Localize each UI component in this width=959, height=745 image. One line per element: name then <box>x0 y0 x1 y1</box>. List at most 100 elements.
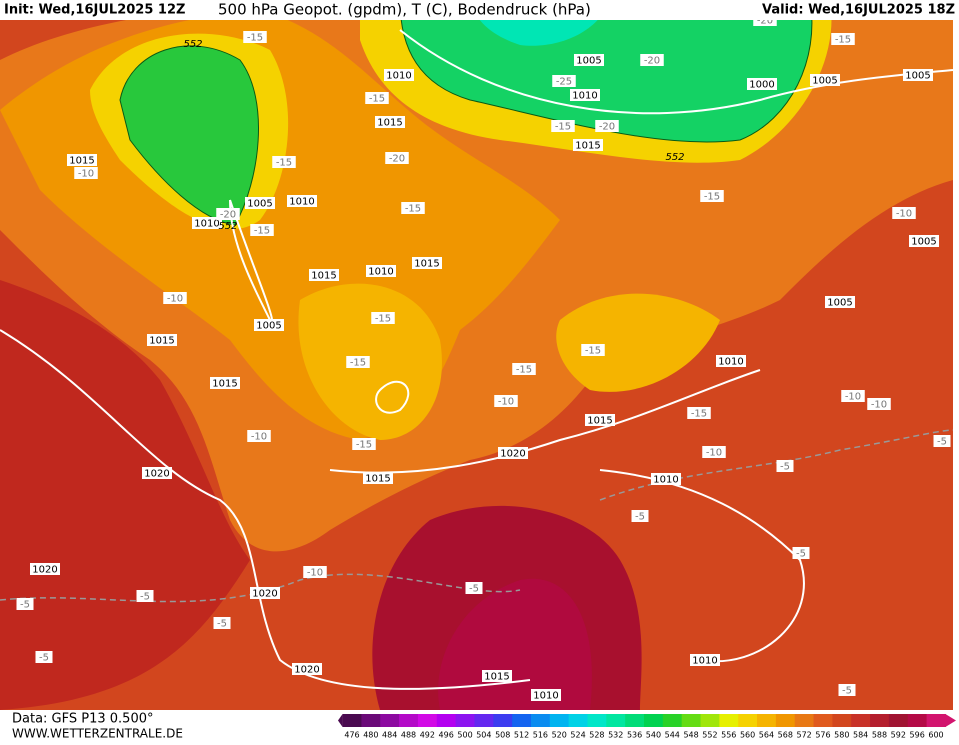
temperature-label: -10 <box>896 209 912 220</box>
temperature-label: -5 <box>39 653 49 664</box>
colorbar-tick-label: 568 <box>778 731 793 740</box>
isobar-label-box <box>498 447 528 459</box>
isobar-label: 1000 <box>749 80 774 91</box>
temperature-label-box <box>631 510 649 522</box>
colorbar-arrow-right <box>945 714 956 727</box>
colorbar-swatch <box>380 714 400 727</box>
isobar-label: 1010 <box>386 71 411 82</box>
isobar-label-box <box>716 355 746 367</box>
temperature-label: -20 <box>389 154 405 165</box>
colorbar-tick-label: 592 <box>891 731 906 740</box>
isobar-label-box <box>570 89 600 101</box>
isobar-label-box <box>309 269 339 281</box>
temperature-label-box <box>792 547 810 559</box>
colorbar-tick-label: 500 <box>457 731 472 740</box>
temperature-label-box <box>401 202 425 214</box>
temperature-label: -10 <box>251 432 267 443</box>
colorbar-tick-label: 480 <box>363 731 378 740</box>
colorbar-swatch <box>851 714 871 727</box>
temperature-label: -25 <box>556 77 572 88</box>
isobar-label-box <box>292 663 322 675</box>
colorbar-swatch <box>342 714 362 727</box>
colorbar-tick-label: 556 <box>721 731 736 740</box>
temperature-label-box <box>838 684 856 696</box>
temperature-label-box <box>831 33 855 45</box>
isobar-label-box <box>482 670 512 682</box>
temperature-label: -10 <box>307 568 323 579</box>
isobar-label: 1015 <box>414 259 439 270</box>
isobar-label: 1005 <box>256 321 281 332</box>
isobar-label: 1010 <box>194 219 219 230</box>
temperature-label-box <box>465 582 483 594</box>
temperature-label: -5 <box>842 686 852 697</box>
colorbar-tick-label: 544 <box>665 731 680 740</box>
isobar-label: 1020 <box>144 469 169 480</box>
isobar-label: 1015 <box>311 271 336 282</box>
colorbar-swatch <box>738 714 758 727</box>
temperature-label: -15 <box>276 158 292 169</box>
isobar-label-box <box>147 334 177 346</box>
temperature-label-box <box>136 590 154 602</box>
temperature-label: -10 <box>498 397 514 408</box>
colorbar-tick-label: 588 <box>872 731 887 740</box>
temperature-label: -20 <box>644 56 660 67</box>
isobar-label: 1015 <box>587 416 612 427</box>
temperature-label-box <box>216 208 240 220</box>
isobar-label: 1015 <box>149 336 174 347</box>
isobar-label-box <box>690 654 720 666</box>
temperature-label: -15 <box>254 226 270 237</box>
colorbar-swatch <box>606 714 626 727</box>
colorbar-tick-label: 504 <box>476 731 491 740</box>
isobar-label: 1020 <box>32 565 57 576</box>
temperature-label: -10 <box>706 448 722 459</box>
isobar-label: 1015 <box>212 379 237 390</box>
isobar-label: 1015 <box>69 156 94 167</box>
temperature-label: -5 <box>796 549 806 560</box>
isobar-label-box <box>531 689 561 701</box>
map-background <box>0 0 954 710</box>
colorbar-tick-label: 516 <box>533 731 548 740</box>
colorbar-swatch <box>493 714 513 727</box>
colorbar-swatch <box>361 714 381 727</box>
isobar-label-box <box>67 154 97 166</box>
isobar-label-box <box>412 257 442 269</box>
isobar-label-box <box>651 473 681 485</box>
temperature-label: -5 <box>140 592 150 603</box>
colorbar-tick-label: 492 <box>420 731 435 740</box>
colorbar-swatch <box>644 714 664 727</box>
temperature-label-box <box>163 292 187 304</box>
isobar-label-box <box>585 414 615 426</box>
colorbar-tick-label: 508 <box>495 731 510 740</box>
temperature-label: -5 <box>217 619 227 630</box>
colorbar-swatch <box>870 714 890 727</box>
temperature-label: -10 <box>167 294 183 305</box>
isobar-label: 1010 <box>289 197 314 208</box>
geopotential-label: 552 <box>218 221 237 232</box>
isobar-label: 1005 <box>247 199 272 210</box>
isobar-label-box <box>573 139 603 151</box>
colorbar-tick-label: 564 <box>759 731 774 740</box>
isobar-label: 1010 <box>368 267 393 278</box>
isobar-label: 1005 <box>905 71 930 82</box>
colorbar-swatch <box>662 714 683 727</box>
temperature-label: -10 <box>78 169 94 180</box>
colorbar-tick-label: 488 <box>401 731 416 740</box>
isobar-label-box <box>825 296 855 308</box>
colorbar-swatch <box>455 714 475 727</box>
temperature-label: -10 <box>871 400 887 411</box>
temperature-label: -5 <box>937 437 947 448</box>
temperature-label: -15 <box>375 314 391 325</box>
colorbar-tick-label: 512 <box>514 731 529 740</box>
colorbar-swatch <box>926 714 946 727</box>
isobar-label-box <box>384 69 414 81</box>
temperature-label-box <box>303 566 327 578</box>
colorbar-tick-label: 548 <box>683 731 698 740</box>
website: WWW.WETTERZENTRALE.DE <box>12 727 183 741</box>
colorbar-tick-label: 584 <box>853 731 868 740</box>
temperature-label: -20 <box>220 210 236 221</box>
temperature-label: -5 <box>635 512 645 523</box>
colorbar-tick-label: 528 <box>589 731 604 740</box>
colorbar-swatch <box>813 714 833 727</box>
geopotential-label: 552 <box>183 39 202 50</box>
temperature-label-box <box>74 167 98 179</box>
